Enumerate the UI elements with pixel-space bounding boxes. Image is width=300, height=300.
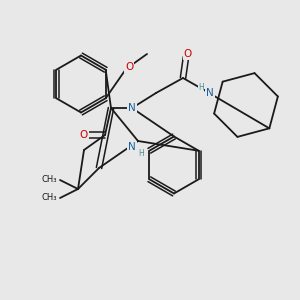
Text: O: O [183, 49, 192, 59]
Text: O: O [125, 62, 133, 73]
Text: CH₃: CH₃ [41, 176, 57, 184]
Text: N: N [128, 142, 136, 152]
Text: H: H [198, 82, 204, 91]
Text: N: N [206, 88, 214, 98]
Text: N: N [128, 103, 136, 113]
Text: O: O [80, 130, 88, 140]
Text: H: H [138, 148, 144, 158]
Text: CH₃: CH₃ [41, 194, 57, 202]
